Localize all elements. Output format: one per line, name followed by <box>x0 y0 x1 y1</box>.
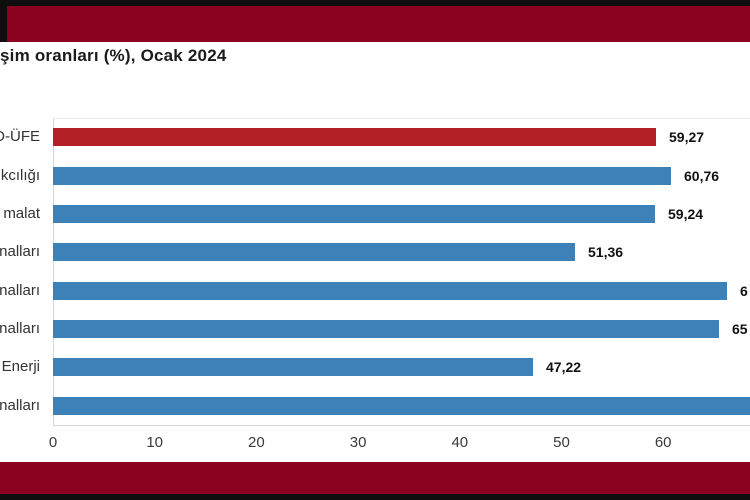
plot-top-border <box>53 118 750 119</box>
x-tick-label: 40 <box>451 434 469 451</box>
category-label: nalları <box>0 243 40 260</box>
category-label: nalları <box>0 397 40 414</box>
value-label: 6 <box>740 283 748 299</box>
category-label: kcılığı <box>0 167 40 184</box>
value-label: 59,27 <box>669 129 705 145</box>
value-label: 59,24 <box>668 206 704 222</box>
category-label: nalları <box>0 282 40 299</box>
top-black-strip <box>0 0 750 6</box>
bar-series <box>53 397 750 415</box>
value-label: 51,36 <box>588 244 624 260</box>
x-tick-label: 50 <box>553 434 570 451</box>
bar-series <box>53 320 719 338</box>
category-label: D-ÜFE <box>0 128 40 145</box>
bottom-maroon-banner <box>0 462 750 494</box>
x-tick-label: 30 <box>349 434 367 451</box>
bar-series <box>53 243 575 261</box>
value-label: 47,22 <box>546 359 582 375</box>
x-tick-label: 60 <box>654 434 672 451</box>
y-axis-line <box>53 118 54 425</box>
bar-highlight <box>53 128 656 146</box>
x-tick-label: 0 <box>48 434 58 451</box>
bar-series <box>53 167 671 185</box>
x-tick-label: 20 <box>248 434 265 451</box>
value-label: 65 <box>732 321 748 337</box>
x-tick-label: 10 <box>146 434 164 451</box>
x-axis-line <box>53 425 750 426</box>
bar-series <box>53 205 655 223</box>
category-label: malat <box>3 205 40 222</box>
bottom-black-strip <box>0 494 750 500</box>
chart-title: şim oranları (%), Ocak 2024 <box>0 46 227 65</box>
value-label: 60,76 <box>684 168 720 184</box>
banner-left-black-notch <box>0 0 7 42</box>
top-maroon-banner <box>0 6 750 42</box>
bar-series <box>53 282 727 300</box>
category-label: nalları <box>0 320 40 337</box>
category-label: Enerji <box>1 358 40 375</box>
bar-series <box>53 358 533 376</box>
